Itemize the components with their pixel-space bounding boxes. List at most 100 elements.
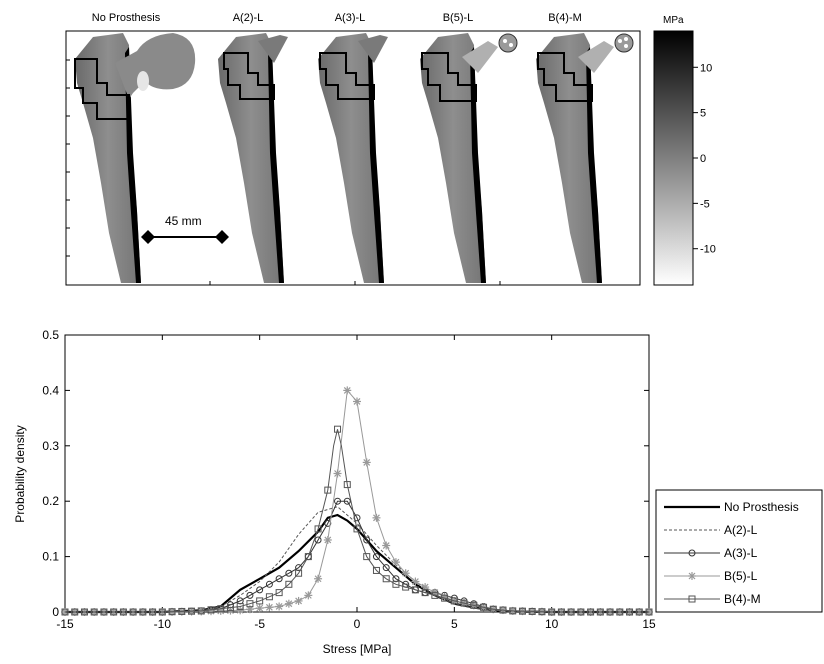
- series-marker: [139, 608, 147, 616]
- series-marker: [304, 553, 312, 561]
- series-marker: [363, 553, 371, 561]
- colorbar-tick-label: 10: [700, 62, 712, 74]
- legend-label: B(4)-M: [724, 592, 761, 606]
- series-marker: [323, 535, 332, 544]
- x-tick-label: -10: [154, 617, 172, 631]
- series-marker: [275, 589, 283, 597]
- series-marker: [304, 591, 313, 600]
- colorbar-unit: MPa: [663, 15, 684, 26]
- series-marker: [61, 608, 69, 616]
- series-marker: [480, 603, 488, 611]
- series-marker: [343, 386, 352, 395]
- series-marker: [421, 589, 429, 597]
- series-line: [65, 389, 649, 613]
- y-tick-label: 0.2: [42, 494, 59, 508]
- series-1: [65, 506, 649, 613]
- series-marker: [645, 608, 653, 616]
- series-marker: [362, 458, 371, 467]
- region-outline: [319, 52, 375, 100]
- series-marker: [119, 608, 127, 616]
- series-marker: [606, 608, 614, 616]
- series-marker: [548, 608, 556, 616]
- series-marker: [285, 569, 293, 577]
- series-marker: [401, 569, 410, 578]
- femur-b4-m: [536, 33, 634, 283]
- series-marker: [392, 580, 400, 588]
- x-tick-label: 10: [545, 617, 559, 631]
- series-marker: [518, 607, 526, 615]
- series-marker: [353, 397, 361, 406]
- series-marker: [158, 608, 166, 616]
- series-3: [61, 386, 653, 616]
- region-outline: [421, 52, 477, 102]
- series-marker: [587, 608, 595, 616]
- series-marker: [538, 608, 546, 616]
- x-tick-label: -5: [254, 617, 265, 631]
- series-marker: [90, 608, 98, 616]
- series-marker: [363, 536, 371, 544]
- scale-bar: 45 mm: [141, 214, 229, 244]
- series-marker: [528, 607, 536, 615]
- region-outline: [537, 52, 593, 102]
- series-marker: [80, 608, 88, 616]
- series-marker: [255, 604, 264, 613]
- series-2: [61, 497, 653, 616]
- series-marker: [294, 596, 303, 605]
- series-marker: [149, 608, 157, 616]
- series-marker: [197, 607, 205, 615]
- series-marker: [441, 594, 449, 602]
- x-axis-label: Stress [MPa]: [323, 642, 392, 656]
- panel-label-b4-m: B(4)-M: [548, 12, 582, 24]
- series-marker: [353, 514, 361, 522]
- panel-label-a2-l: A(2)-L: [233, 12, 264, 24]
- series-marker: [110, 608, 118, 616]
- series-marker: [635, 608, 643, 616]
- series-line: [65, 506, 649, 613]
- series-marker: [372, 513, 381, 522]
- series-marker: [470, 601, 478, 609]
- panel-label-b5-l: B(5)-L: [443, 12, 474, 24]
- series-marker: [207, 606, 215, 614]
- legend-label: B(5)-L: [724, 569, 758, 583]
- series-marker: [596, 608, 604, 616]
- series-marker: [256, 597, 264, 605]
- series-marker: [353, 525, 361, 533]
- colorbar-tick-label: -10: [700, 244, 716, 256]
- colorbar-tick-label: 0: [700, 153, 706, 165]
- series-marker: [275, 602, 284, 611]
- y-tick-label: 0.5: [42, 328, 59, 342]
- series-marker: [265, 603, 274, 612]
- femur-a3-l: [318, 33, 388, 283]
- panel-label-no-prosthesis: No Prosthesis: [92, 12, 161, 24]
- series-marker: [372, 566, 380, 574]
- legend-marker: [688, 549, 696, 557]
- series-marker: [343, 497, 351, 505]
- series-marker: [333, 469, 342, 478]
- y-tick-label: 0: [52, 605, 59, 619]
- series-marker: [382, 541, 391, 550]
- colorbar: MPa 10 5 0 -5 -10: [653, 15, 716, 286]
- x-tick-label: 0: [354, 617, 361, 631]
- y-tick-label: 0.3: [42, 439, 59, 453]
- series-marker: [626, 608, 634, 616]
- plot-frame: [64, 334, 650, 613]
- series-marker: [168, 608, 176, 616]
- series-marker: [275, 575, 283, 583]
- series-marker: [129, 608, 137, 616]
- series-marker: [324, 486, 332, 494]
- femur-no-prosthesis: [74, 33, 196, 283]
- series-marker: [285, 580, 293, 588]
- density-chart: -15 -10 -5 0 5 10 15 0 0.1 0.2 0.3 0.4 0.5 Stress [M…: [13, 328, 823, 656]
- series-marker: [382, 564, 390, 572]
- legend-marker: [688, 595, 696, 603]
- series-marker: [246, 600, 254, 608]
- series-marker: [402, 583, 410, 591]
- stress-maps-panel: No Prosthesis A(2)-L A(3)-L B(5)-L B(4)-…: [65, 12, 716, 286]
- series-marker: [372, 553, 380, 561]
- x-tick-label: -15: [56, 617, 74, 631]
- region-outline: [223, 52, 275, 100]
- legend-label: No Prosthesis: [724, 500, 799, 514]
- series-marker: [100, 608, 108, 616]
- series-marker: [265, 580, 273, 588]
- legend-label: A(3)-L: [724, 546, 758, 560]
